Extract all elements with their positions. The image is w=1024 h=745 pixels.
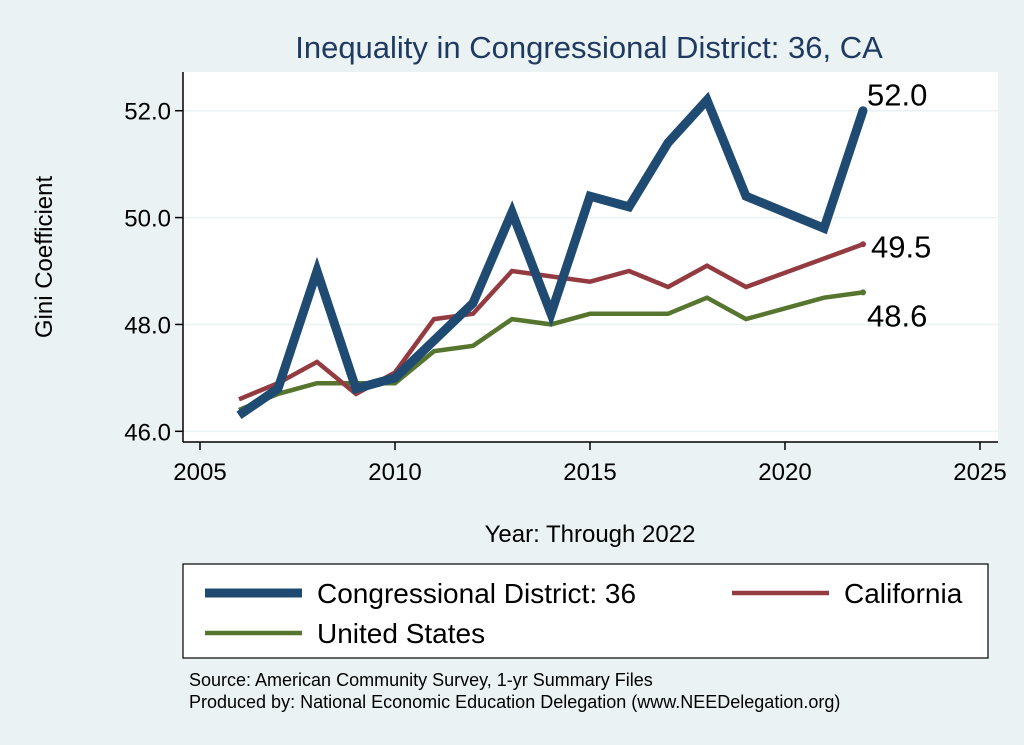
- series-line-1: [236, 91, 868, 420]
- series-line-2: [238, 242, 864, 402]
- series-line-3: [238, 290, 864, 412]
- series-end-point: [858, 106, 868, 116]
- y-tick-label: 50.0: [124, 206, 171, 233]
- end-value-label: 48.6: [867, 298, 927, 333]
- x-tick-label: 2015: [563, 459, 616, 486]
- source-note: Source: American Community Survey, 1-yr …: [189, 670, 653, 690]
- y-tick-label: 52.0: [124, 99, 171, 126]
- producer-note: Produced by: National Economic Education…: [189, 692, 840, 712]
- legend-label: California: [844, 578, 963, 609]
- series-end-point: [860, 289, 866, 296]
- y-tick-label: 46.0: [124, 419, 171, 446]
- legend-label: Congressional District: 36: [317, 578, 636, 609]
- x-tick-label: 2010: [368, 459, 421, 486]
- y-tick-label: 48.0: [124, 312, 171, 339]
- plot-area: [183, 72, 998, 442]
- legend-label: United States: [317, 618, 485, 649]
- chart-title: Inequality in Congressional District: 36…: [295, 30, 883, 65]
- legend-box: [182, 563, 989, 659]
- x-tick-label: 2020: [758, 459, 811, 486]
- legend: Congressional District: 36 California Unit…: [182, 563, 989, 659]
- y-axis-title: Gini Coefficient: [31, 176, 58, 339]
- x-tick-label: 2025: [953, 459, 1006, 486]
- x-axis-title: Year: Through 2022: [485, 521, 696, 548]
- end-value-label: 49.5: [871, 229, 931, 264]
- x-tick-label: 2005: [173, 459, 226, 486]
- end-value-label: 52.0: [867, 78, 927, 113]
- series-end-point: [860, 241, 866, 248]
